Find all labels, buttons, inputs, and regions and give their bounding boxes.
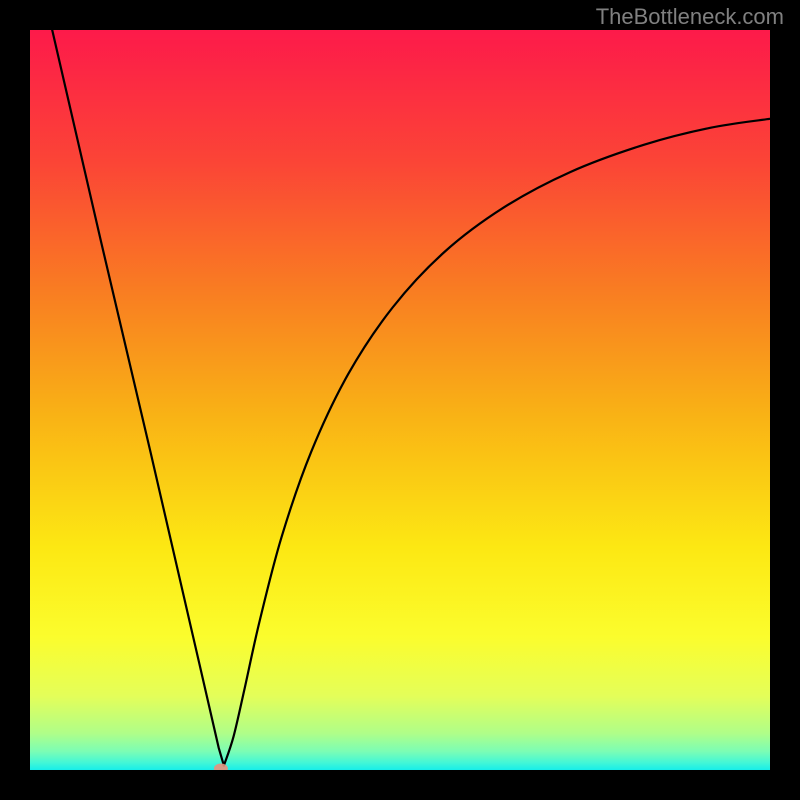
plot-svg xyxy=(0,0,800,800)
watermark-text: TheBottleneck.com xyxy=(596,4,784,30)
minimum-marker xyxy=(214,764,228,774)
chart-container: TheBottleneck.com xyxy=(0,0,800,800)
